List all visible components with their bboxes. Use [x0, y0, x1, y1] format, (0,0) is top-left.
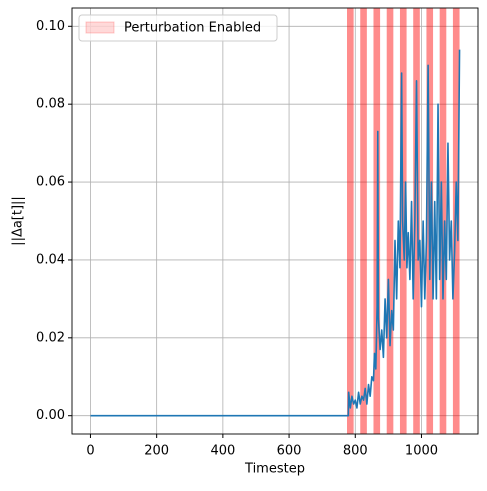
y-tick-label: 0.02 [36, 330, 65, 345]
legend-box [78, 14, 278, 42]
x-tick-label: 1000 [405, 444, 438, 459]
y-axis-label: ||Δa[t]|| [11, 196, 26, 246]
y-tick-label: 0.00 [36, 408, 65, 423]
y-tick-label: 0.08 [36, 97, 65, 112]
y-tick-label: 0.10 [36, 19, 65, 34]
perturbation-span [346, 8, 354, 434]
x-axis-label: Timestep [244, 462, 305, 477]
x-tick-label: 200 [144, 444, 169, 459]
perturbation-span [452, 8, 460, 434]
line-series [90, 49, 461, 417]
perturbation-span [386, 8, 394, 434]
y-tick-label: 0.06 [36, 175, 65, 190]
axes-frame [71, 7, 479, 435]
x-tick-label: 800 [343, 444, 368, 459]
perturbation-span [439, 8, 447, 434]
legend-swatch [85, 21, 115, 34]
y-tick-label: 0.04 [36, 252, 65, 267]
legend-label: Perturbation Enabled [124, 21, 261, 36]
x-tick-label: 600 [277, 444, 302, 459]
perturbation-span [360, 8, 367, 434]
x-tick-label: 0 [86, 444, 94, 459]
perturbation-span [413, 8, 420, 434]
x-tick-label: 400 [210, 444, 235, 459]
